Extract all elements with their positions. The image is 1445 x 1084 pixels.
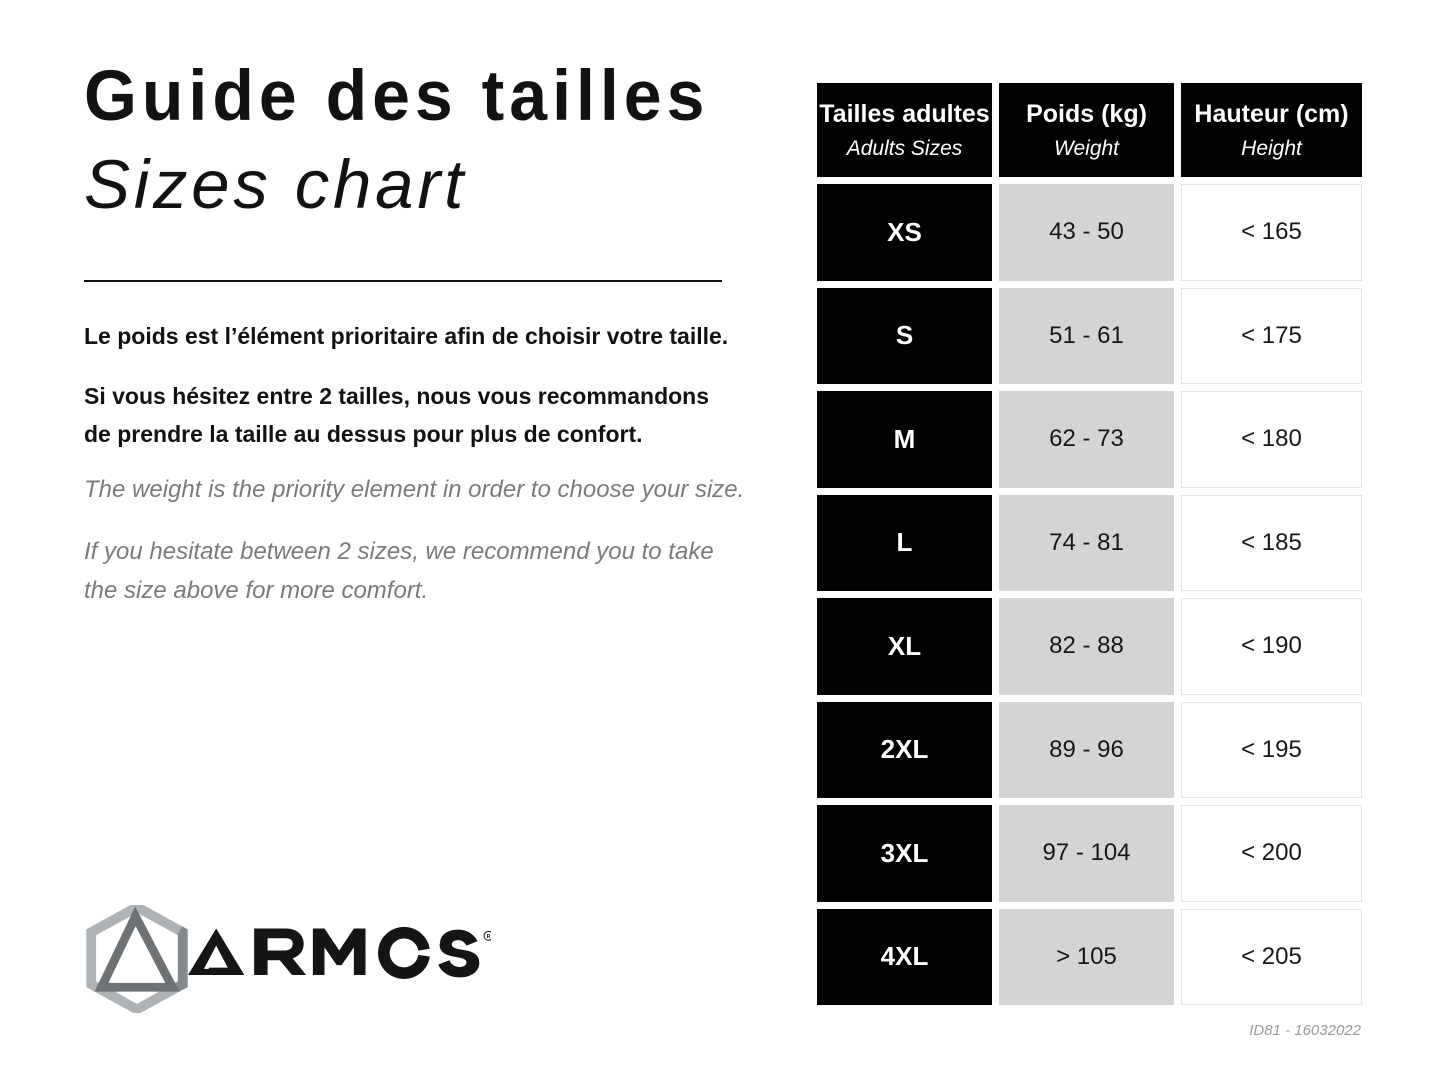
svg-text:R: R [487,934,491,940]
